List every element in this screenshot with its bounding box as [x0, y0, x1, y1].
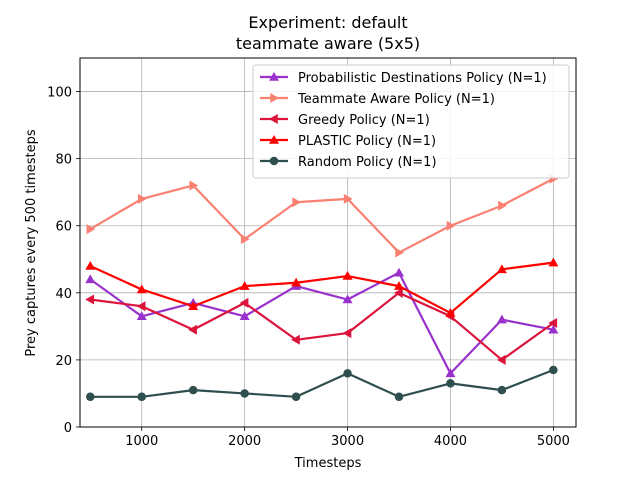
data-point	[445, 368, 456, 378]
data-point	[394, 267, 405, 277]
data-point	[269, 156, 279, 166]
data-point	[343, 193, 353, 204]
chart-subtitle: teammate aware (5x5)	[236, 34, 420, 53]
data-point	[342, 294, 353, 304]
data-point	[137, 193, 147, 204]
data-point	[269, 135, 279, 144]
data-point	[86, 392, 95, 402]
series-line	[90, 368, 554, 398]
x-tick-label: 4000	[434, 434, 467, 449]
data-point	[291, 392, 301, 402]
legend-label: Probabilistic Destinations Policy (N=1)	[298, 71, 547, 86]
legend	[252, 64, 570, 179]
chart-title: Experiment: default	[248, 13, 407, 32]
x-axis-label: Timesteps	[294, 456, 362, 471]
data-point	[395, 247, 405, 258]
data-point	[496, 354, 506, 365]
data-point	[291, 277, 302, 287]
data-point	[240, 389, 249, 398]
x-tick-label: 3000	[331, 434, 364, 449]
x-tick-label: 1000	[125, 434, 158, 449]
data-point	[445, 307, 456, 317]
data-point	[136, 311, 147, 321]
data-point	[137, 392, 146, 402]
data-point	[446, 220, 456, 231]
data-point	[394, 392, 404, 402]
data-point	[270, 93, 279, 103]
data-point	[239, 297, 249, 308]
data-point	[498, 200, 507, 211]
data-point	[136, 301, 146, 312]
y-tick-label: 100	[47, 86, 72, 101]
x-tick-label: 5000	[537, 434, 570, 449]
data-point	[496, 314, 507, 324]
y-tick-label: 40	[55, 287, 72, 302]
y-tick-label: 0	[64, 421, 72, 436]
y-tick-label: 80	[55, 153, 72, 168]
data-point	[85, 260, 96, 270]
y-axis-label: Prey captures every 500 timesteps	[24, 129, 39, 356]
series-line	[89, 271, 554, 375]
plot-area: 1000 2000 3000 4000 5000 0 20 40 60 80 100 Probabil…	[47, 57, 577, 449]
series-line	[89, 177, 554, 254]
data-point	[291, 334, 300, 345]
data-point	[269, 114, 278, 124]
data-point	[496, 264, 507, 274]
data-point	[188, 301, 199, 310]
data-point	[394, 287, 403, 298]
plot-frame	[79, 57, 577, 428]
data-point	[188, 324, 197, 335]
data-point	[239, 281, 250, 290]
legend-label: Greedy Policy (N=1)	[298, 113, 430, 128]
data-point	[189, 180, 199, 191]
data-point	[548, 324, 559, 334]
data-point	[548, 318, 558, 329]
legend-label: PLASTIC Policy (N=1)	[298, 134, 436, 149]
data-point	[292, 197, 302, 208]
data-point	[240, 234, 250, 245]
data-point	[85, 294, 95, 305]
legend-label: Random Policy (N=1)	[298, 155, 437, 170]
data-point	[497, 385, 507, 395]
series-line	[89, 261, 554, 315]
data-point	[269, 72, 279, 81]
data-point	[446, 379, 455, 388]
data-point	[342, 271, 353, 280]
series-line	[90, 291, 555, 362]
data-point	[549, 365, 558, 375]
data-point	[239, 311, 250, 321]
data-point	[85, 274, 96, 284]
data-point	[188, 385, 198, 395]
data-point	[342, 328, 352, 339]
y-tick-label: 20	[55, 354, 72, 369]
data-point	[86, 224, 96, 235]
data-point	[548, 257, 559, 267]
y-tick-label: 60	[55, 220, 72, 235]
legend-label: Teammate Aware Policy (N=1)	[297, 92, 495, 107]
data-point	[394, 281, 405, 290]
data-point	[136, 284, 147, 294]
data-point	[343, 369, 352, 378]
x-tick-label: 2000	[228, 434, 261, 449]
